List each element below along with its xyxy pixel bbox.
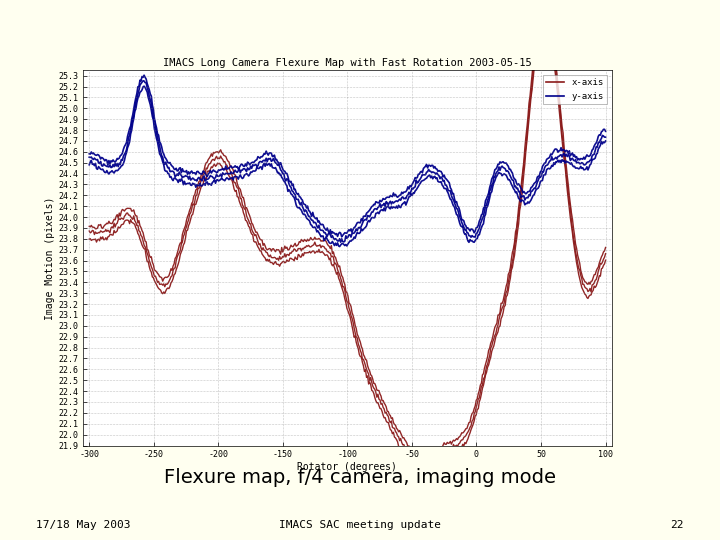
Y-axis label: Image Motion (pixels): Image Motion (pixels) (45, 196, 55, 320)
Title: IMACS Long Camera Flexure Map with Fast Rotation 2003-05-15: IMACS Long Camera Flexure Map with Fast … (163, 58, 532, 68)
Text: Flexure map, f/4 camera, imaging mode: Flexure map, f/4 camera, imaging mode (164, 468, 556, 488)
X-axis label: Rotator (degrees): Rotator (degrees) (297, 462, 397, 472)
Text: 22: 22 (670, 520, 684, 530)
Legend: x-axis, y-axis: x-axis, y-axis (543, 75, 608, 104)
Text: IMACS SAC meeting update: IMACS SAC meeting update (279, 520, 441, 530)
Text: 17/18 May 2003: 17/18 May 2003 (36, 520, 130, 530)
